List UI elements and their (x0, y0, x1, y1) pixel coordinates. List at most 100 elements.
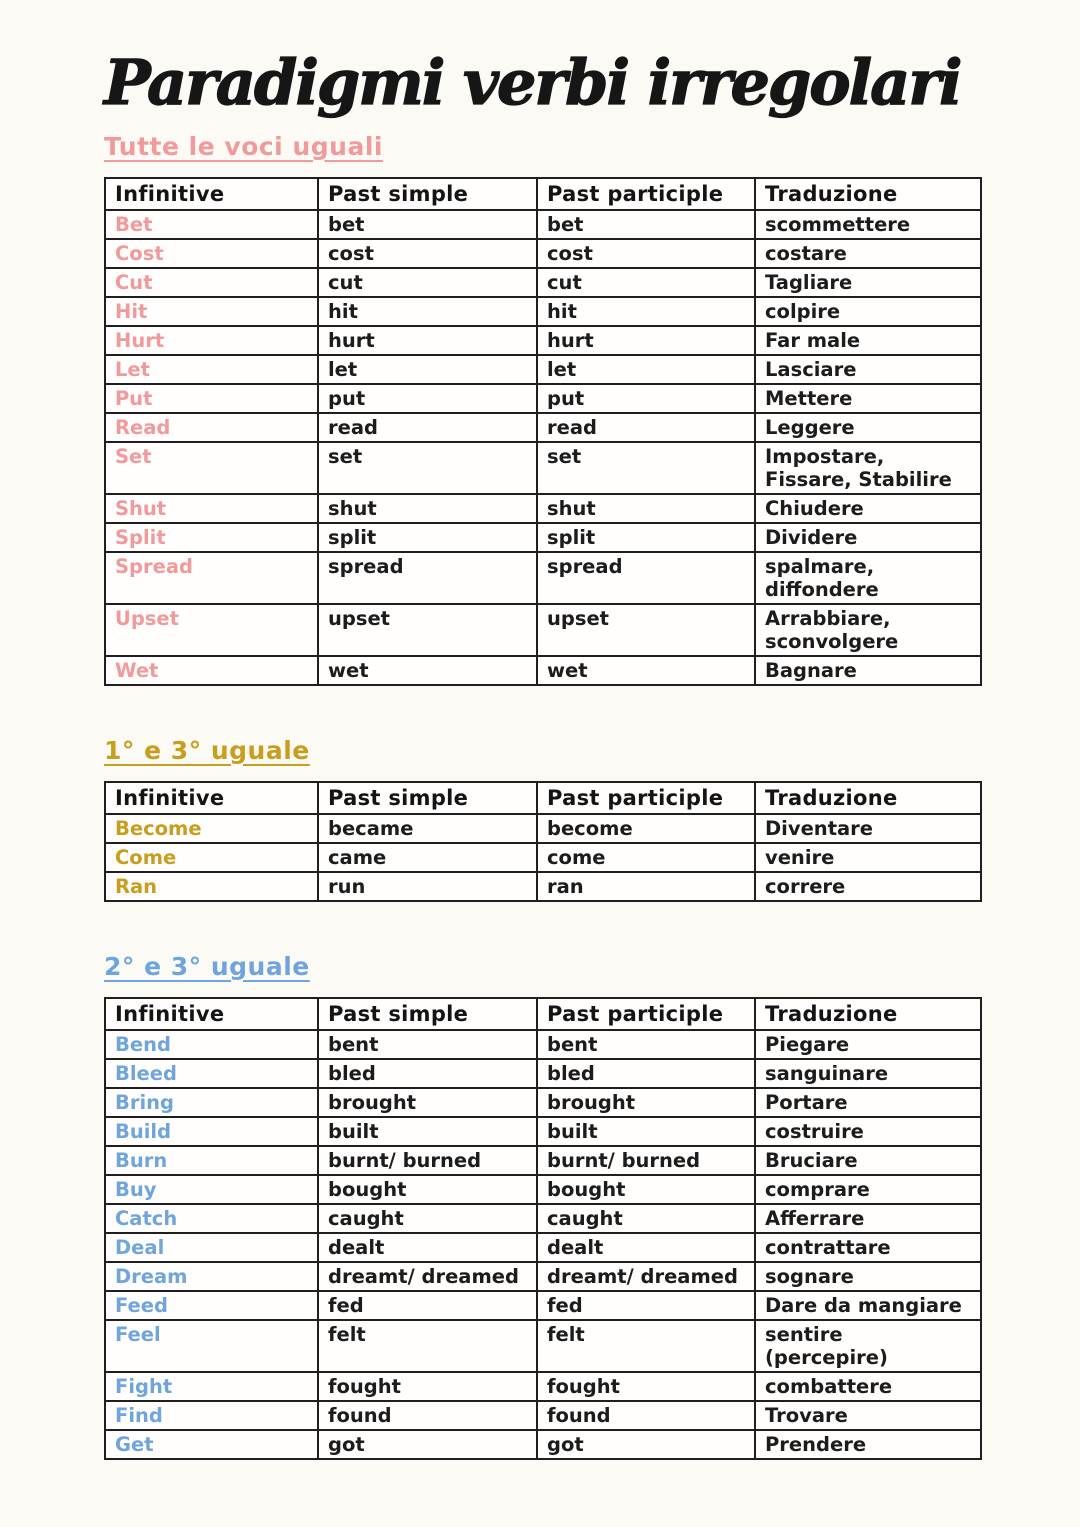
table-row: Hit hit hit colpire (104, 295, 982, 327)
past-simple-cell: spread (317, 550, 538, 605)
past-simple-cell: wet (317, 654, 538, 686)
table-row: Wet wet wet Bagnare (104, 654, 982, 686)
past-simple-cell: dreamt/ dreamed (317, 1260, 538, 1292)
verb-table-tutte-le-voci-uguali: Infinitive Past simple Past participle T… (104, 176, 982, 686)
infinitive-cell: Bet (104, 208, 319, 240)
past-participle-cell: hurt (536, 324, 756, 356)
infinitive-cell: Feed (104, 1289, 319, 1321)
past-participle-cell: hit (536, 295, 756, 327)
past-participle-cell: built (536, 1115, 756, 1147)
past-simple-cell: fought (317, 1370, 538, 1402)
traduzione-cell: combattere (754, 1370, 982, 1402)
traduzione-cell: colpire (754, 295, 982, 327)
traduzione-cell: scommettere (754, 208, 982, 240)
past-simple-cell: upset (317, 602, 538, 657)
traduzione-cell: Prendere (754, 1428, 982, 1460)
traduzione-cell: Impostare, Fissare, Stabilire (754, 440, 982, 495)
past-simple-cell: put (317, 382, 538, 414)
past-participle-cell: bent (536, 1028, 756, 1060)
past-simple-cell: bled (317, 1057, 538, 1089)
table-row: Deal dealt dealt contrattare (104, 1231, 982, 1263)
table-row: Cost cost cost costare (104, 237, 982, 269)
table-row: Upset upset upset Arrabbiare, sconvolgere (104, 602, 982, 657)
table-row: Bet bet bet scommettere (104, 208, 982, 240)
past-participle-cell: fought (536, 1370, 756, 1402)
traduzione-cell: Dare da mangiare (754, 1289, 982, 1321)
section-2-e-3-uguale: 2° e 3° uguale Infinitive Past simple Pa… (104, 951, 982, 1460)
infinitive-cell: Find (104, 1399, 319, 1431)
table-header-row: Infinitive Past simple Past participle T… (104, 176, 982, 211)
past-simple-cell: bought (317, 1173, 538, 1205)
past-participle-cell: let (536, 353, 756, 385)
table-row: Become became become Diventare (104, 812, 982, 844)
past-simple-cell: set (317, 440, 538, 495)
table-header-row: Infinitive Past simple Past participle T… (104, 996, 982, 1031)
past-simple-cell: run (317, 870, 538, 902)
section-heading-tutte-le-voci-uguali: Tutte le voci uguali (104, 131, 383, 161)
past-participle-cell: split (536, 521, 756, 553)
section-heading-1-e-3-uguale: 1° e 3° uguale (104, 735, 310, 765)
col-header-past-participle: Past participle (536, 176, 756, 211)
col-header-infinitive: Infinitive (104, 996, 319, 1031)
section-heading-2-e-3-uguale: 2° e 3° uguale (104, 951, 310, 981)
traduzione-cell: Afferrare (754, 1202, 982, 1234)
section-1-e-3-uguale: 1° e 3° uguale Infinitive Past simple Pa… (104, 735, 982, 902)
traduzione-cell: Arrabbiare, sconvolgere (754, 602, 982, 657)
traduzione-cell: Tagliare (754, 266, 982, 298)
table-row: Hurt hurt hurt Far male (104, 324, 982, 356)
table-body: Become became become Diventare Come came come v… (104, 812, 982, 902)
traduzione-cell: venire (754, 841, 982, 873)
infinitive-cell: Catch (104, 1202, 319, 1234)
infinitive-cell: Come (104, 841, 319, 873)
table-row: Burn burnt/ burned burnt/ burned Bruciare (104, 1144, 982, 1176)
traduzione-cell: Bruciare (754, 1144, 982, 1176)
traduzione-cell: Piegare (754, 1028, 982, 1060)
past-simple-cell: hurt (317, 324, 538, 356)
verb-table-2-e-3-uguale: Infinitive Past simple Past participle T… (104, 996, 982, 1460)
table-row: Read read read Leggere (104, 411, 982, 443)
table-row: Shut shut shut Chiudere (104, 492, 982, 524)
col-header-traduzione: Traduzione (754, 780, 982, 815)
traduzione-cell: costruire (754, 1115, 982, 1147)
traduzione-cell: Dividere (754, 521, 982, 553)
past-simple-cell: bent (317, 1028, 538, 1060)
table-row: Buy bought bought comprare (104, 1173, 982, 1205)
traduzione-cell: correre (754, 870, 982, 902)
traduzione-cell: spalmare, diffondere (754, 550, 982, 605)
table-row: Cut cut cut Tagliare (104, 266, 982, 298)
traduzione-cell: Diventare (754, 812, 982, 844)
infinitive-cell: Read (104, 411, 319, 443)
col-header-past-simple: Past simple (317, 780, 538, 815)
infinitive-cell: Spread (104, 550, 319, 605)
col-header-past-simple: Past simple (317, 176, 538, 211)
table-row: Bring brought brought Portare (104, 1086, 982, 1118)
past-simple-cell: cost (317, 237, 538, 269)
infinitive-cell: Cost (104, 237, 319, 269)
past-simple-cell: let (317, 353, 538, 385)
infinitive-cell: Deal (104, 1231, 319, 1263)
table-row: Ran run ran correre (104, 870, 982, 902)
past-participle-cell: got (536, 1428, 756, 1460)
past-simple-cell: built (317, 1115, 538, 1147)
past-participle-cell: ran (536, 870, 756, 902)
table-row: Dream dreamt/ dreamed dreamt/ dreamed sogna… (104, 1260, 982, 1292)
past-simple-cell: dealt (317, 1231, 538, 1263)
infinitive-cell: Hurt (104, 324, 319, 356)
past-participle-cell: come (536, 841, 756, 873)
past-participle-cell: shut (536, 492, 756, 524)
table-row: Find found found Trovare (104, 1399, 982, 1431)
past-participle-cell: read (536, 411, 756, 443)
past-simple-cell: became (317, 812, 538, 844)
past-participle-cell: dreamt/ dreamed (536, 1260, 756, 1292)
infinitive-cell: Bring (104, 1086, 319, 1118)
infinitive-cell: Set (104, 440, 319, 495)
past-participle-cell: found (536, 1399, 756, 1431)
table-row: Feel felt felt sentire (percepire) (104, 1318, 982, 1373)
past-participle-cell: put (536, 382, 756, 414)
past-participle-cell: bet (536, 208, 756, 240)
table-header: Infinitive Past simple Past participle T… (104, 780, 982, 815)
infinitive-cell: Let (104, 353, 319, 385)
past-participle-cell: dealt (536, 1231, 756, 1263)
past-participle-cell: spread (536, 550, 756, 605)
